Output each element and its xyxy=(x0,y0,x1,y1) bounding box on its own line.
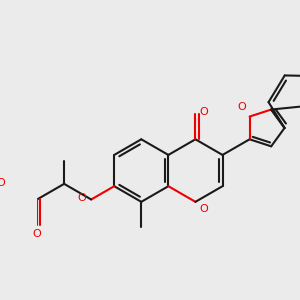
Text: O: O xyxy=(77,193,86,203)
Text: O: O xyxy=(0,178,5,188)
Text: O: O xyxy=(200,107,208,117)
Text: O: O xyxy=(238,103,246,112)
Text: O: O xyxy=(33,229,41,239)
Text: O: O xyxy=(200,204,208,214)
